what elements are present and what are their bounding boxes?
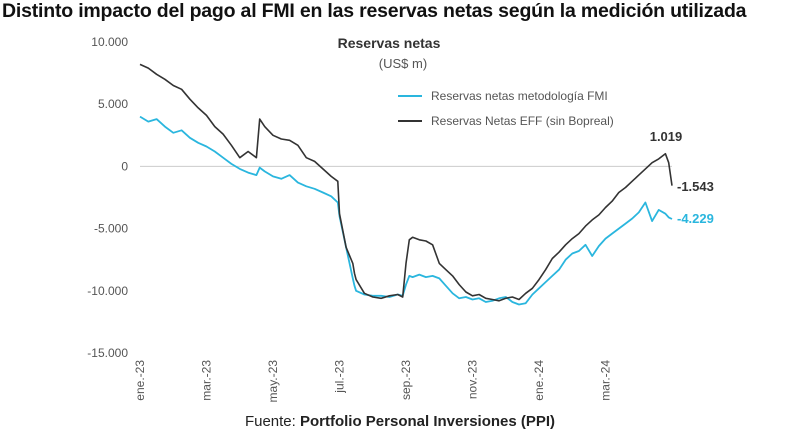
source-name: Portfolio Personal Inversiones (PPI) <box>299 413 556 430</box>
x-tick-label: ene.-23 <box>133 360 147 401</box>
y-tick-label: 10.000 <box>91 35 128 49</box>
headline: Distinto impacto del pago al FMI en las … <box>2 0 747 22</box>
chart-subtitle: (US$ m) <box>379 56 427 71</box>
axes-layer: 10.000 5.000 0 -5.000 -10.000 -15.000 ene.-23 m… <box>87 35 672 402</box>
y-tick-label: 5.000 <box>98 97 128 111</box>
source-note: Fuente: Portfolio Personal Inversiones (… <box>0 413 800 430</box>
x-tick-label: mar.-24 <box>599 360 613 401</box>
y-tick-label: -15.000 <box>87 346 128 360</box>
x-tick-label: mar.-23 <box>200 360 214 401</box>
x-tick-label: may.-23 <box>266 360 280 403</box>
x-tick-label: nov.-23 <box>466 360 480 399</box>
y-tick-label: -10.000 <box>87 284 128 298</box>
eff-end-label: -1.543 <box>677 179 714 194</box>
fmi-end-label: -4.229 <box>677 211 714 226</box>
legend-label-fmi: Reservas netas metodología FMI <box>431 89 608 103</box>
x-tick-label: jul.-23 <box>333 360 347 394</box>
eff-peak-label: 1.019 <box>650 129 683 144</box>
y-tick-label: 0 <box>121 159 128 173</box>
series-line-eff <box>139 63 673 302</box>
legend-label-eff: Reservas Netas EFF (sin Bopreal) <box>431 114 614 128</box>
series-layer <box>139 63 673 306</box>
labels-layer: Reservas netas (US$ m) Reservas netas meto… <box>338 35 714 226</box>
source-prefix: Fuente: <box>244 413 300 430</box>
x-tick-label: sep.-23 <box>399 360 413 400</box>
series-line-fmi <box>139 115 673 306</box>
chart-title: Reservas netas <box>338 35 441 51</box>
x-tick-label: ene.-24 <box>532 360 546 401</box>
y-tick-label: -5.000 <box>94 222 128 236</box>
